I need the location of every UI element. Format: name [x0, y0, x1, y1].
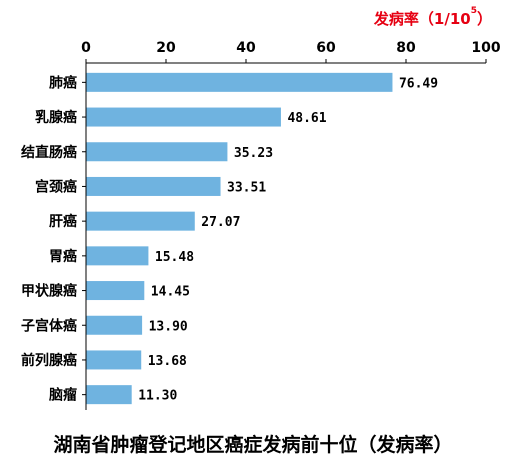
unit-label-close: ）: [476, 10, 492, 28]
value-label: 15.48: [155, 250, 194, 265]
bar: [86, 281, 145, 301]
x-tick-label: 100: [471, 40, 500, 56]
bar: [86, 142, 228, 162]
bar: [86, 315, 143, 335]
value-label: 27.07: [201, 215, 240, 230]
category-label: 胃癌: [49, 248, 77, 265]
bar: [86, 211, 195, 231]
category-label: 肝癌: [49, 213, 77, 230]
value-label: 76.49: [399, 76, 438, 91]
category-label: 结直肠癌: [21, 144, 77, 161]
bar: [86, 176, 221, 196]
x-tick-label: 20: [156, 40, 176, 56]
x-tick-label: 0: [81, 40, 91, 56]
unit-label-text: 发病率（1/10: [373, 10, 471, 28]
chart-title: 湖南省肿瘤登记地区癌症发病前十位（发病率）: [53, 434, 453, 456]
category-label: 脑瘤: [49, 387, 77, 404]
category-label: 乳腺癌: [35, 109, 77, 126]
bar: [86, 350, 142, 370]
value-label: 13.90: [149, 319, 188, 334]
bar: [86, 246, 149, 266]
unit-superscript: 5: [470, 6, 477, 16]
bar: [86, 72, 393, 92]
x-tick-label: 60: [316, 40, 336, 56]
value-label: 14.45: [151, 285, 190, 300]
x-tick-label: 80: [396, 40, 416, 56]
value-label: 11.30: [138, 389, 177, 404]
category-label: 子宫体癌: [21, 317, 77, 334]
category-label: 宫颈癌: [35, 178, 77, 195]
value-label: 13.68: [148, 354, 187, 369]
value-label: 33.51: [227, 180, 266, 195]
value-label: 35.23: [234, 146, 273, 161]
category-label: 甲状腺癌: [21, 283, 77, 300]
bar: [86, 385, 132, 405]
bar: [86, 107, 281, 127]
category-label: 肺癌: [49, 74, 77, 91]
category-label: 前列腺癌: [21, 352, 77, 369]
unit-label: 发病率（1/105）: [373, 6, 492, 29]
x-tick-label: 40: [236, 40, 256, 56]
value-label: 48.61: [287, 111, 326, 126]
